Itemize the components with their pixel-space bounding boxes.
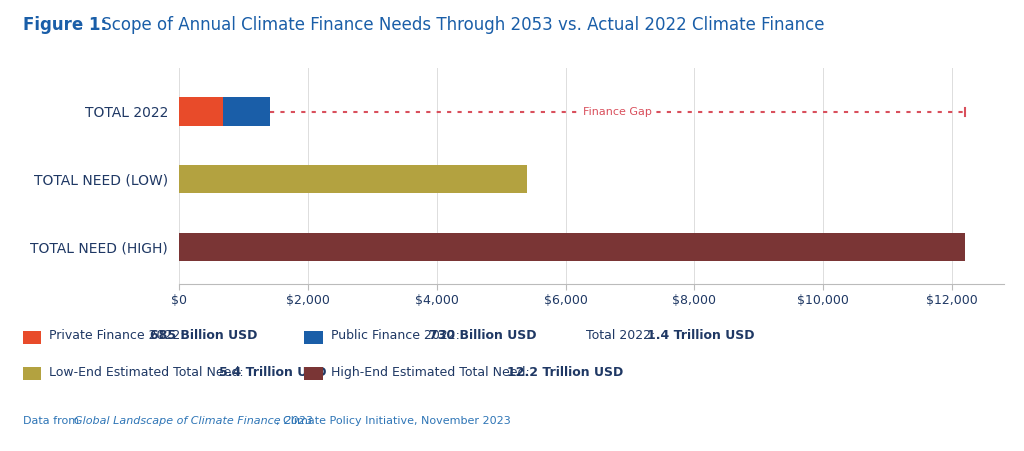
Text: 1.4 Trillion USD: 1.4 Trillion USD [647,330,755,342]
Text: Data from: Data from [23,416,82,426]
Text: Low-End Estimated Total Need:: Low-End Estimated Total Need: [49,366,248,378]
Text: Scope of Annual Climate Finance Needs Through 2053 vs. Actual 2022 Climate Finan: Scope of Annual Climate Finance Needs Th… [96,16,824,34]
Text: 12.2 Trillion USD: 12.2 Trillion USD [507,366,624,378]
Text: Global Landscape of Climate Finance 2023: Global Landscape of Climate Finance 2023 [74,416,312,426]
Text: Public Finance 2022:: Public Finance 2022: [331,330,464,342]
Text: Private Finance 2022:: Private Finance 2022: [49,330,188,342]
Text: , Climate Policy Initiative, November 2023: , Climate Policy Initiative, November 20… [276,416,511,426]
Text: 5.4 Trillion USD: 5.4 Trillion USD [219,366,327,378]
Text: High-End Estimated Total Need:: High-End Estimated Total Need: [331,366,534,378]
Bar [179,233,965,261]
Bar [179,165,527,193]
Bar [223,97,270,126]
Bar [179,97,223,126]
Text: 730 Billion USD: 730 Billion USD [429,330,537,342]
Text: Finance Gap: Finance Gap [583,106,651,117]
Text: Figure 1:: Figure 1: [23,16,106,34]
Text: Total 2022:: Total 2022: [586,330,659,342]
Text: 685 Billion USD: 685 Billion USD [150,330,257,342]
